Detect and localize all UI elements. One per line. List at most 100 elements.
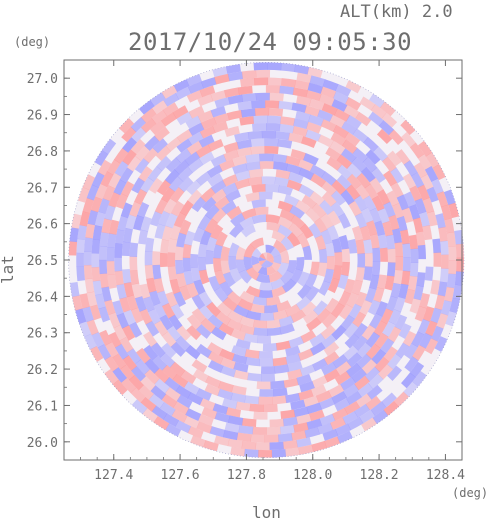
field-cell bbox=[339, 304, 353, 320]
field-cell bbox=[114, 257, 123, 272]
field-cell bbox=[224, 422, 240, 433]
field-cell bbox=[200, 77, 217, 89]
field-cell bbox=[227, 318, 243, 332]
field-cell bbox=[144, 135, 160, 151]
field-cell bbox=[251, 248, 262, 259]
field-cell bbox=[265, 85, 281, 94]
field-cell bbox=[244, 395, 260, 405]
field-cell bbox=[195, 324, 212, 339]
field-cell bbox=[352, 147, 368, 163]
field-cell bbox=[280, 62, 296, 73]
field-cell bbox=[222, 296, 238, 312]
field-cell bbox=[175, 86, 192, 100]
field-cell bbox=[425, 152, 440, 169]
field-cell bbox=[140, 396, 157, 412]
field-cell bbox=[296, 373, 312, 386]
field-cell bbox=[365, 149, 381, 165]
field-cell bbox=[286, 163, 302, 175]
field-cell bbox=[198, 134, 215, 148]
field-cell bbox=[142, 408, 159, 423]
field-cell bbox=[197, 413, 214, 427]
field-cell bbox=[122, 268, 132, 284]
field-cell bbox=[271, 277, 286, 290]
field-cell bbox=[121, 126, 137, 143]
field-cell bbox=[117, 215, 129, 232]
field-cell bbox=[167, 265, 178, 281]
field-cell bbox=[368, 373, 384, 389]
field-cell bbox=[85, 223, 95, 239]
field-cell bbox=[331, 190, 346, 206]
field-cell bbox=[277, 138, 293, 149]
field-cell bbox=[176, 232, 187, 248]
field-cell bbox=[112, 353, 127, 370]
field-cell bbox=[121, 377, 137, 394]
field-cell bbox=[279, 209, 295, 222]
field-cell bbox=[329, 140, 346, 155]
field-cell bbox=[434, 336, 448, 352]
field-cell bbox=[139, 308, 153, 325]
field-cell bbox=[241, 70, 257, 80]
field-cell bbox=[115, 193, 129, 210]
field-cell bbox=[452, 284, 463, 300]
field-cell bbox=[214, 411, 231, 423]
field-cell bbox=[281, 278, 297, 293]
field-cell bbox=[119, 167, 134, 184]
field-cell bbox=[289, 205, 305, 219]
field-cell bbox=[161, 85, 178, 99]
field-cell bbox=[175, 335, 191, 351]
field-cell bbox=[266, 265, 276, 276]
field-cell bbox=[158, 210, 171, 227]
field-cell bbox=[198, 291, 213, 307]
field-cell bbox=[354, 291, 368, 308]
field-cell bbox=[371, 261, 381, 276]
field-cell bbox=[288, 171, 304, 184]
field-cell bbox=[245, 285, 261, 298]
field-cell bbox=[227, 94, 244, 105]
field-cell bbox=[207, 164, 223, 178]
field-cell bbox=[191, 308, 207, 324]
field-cell bbox=[395, 256, 404, 271]
field-cell bbox=[280, 116, 296, 126]
field-cell bbox=[416, 272, 426, 287]
field-cell bbox=[307, 82, 324, 94]
field-cell bbox=[130, 387, 146, 403]
field-cell bbox=[165, 157, 181, 173]
field-cell bbox=[401, 270, 411, 286]
field-cell bbox=[302, 245, 312, 260]
field-cell bbox=[126, 348, 142, 365]
field-cell bbox=[373, 320, 388, 337]
field-cell bbox=[131, 177, 145, 194]
field-cell bbox=[396, 216, 408, 232]
field-cell bbox=[290, 399, 306, 410]
field-cell bbox=[354, 212, 368, 229]
field-cell bbox=[345, 362, 362, 378]
field-cell bbox=[247, 130, 263, 140]
field-cell bbox=[269, 418, 284, 428]
field-cell bbox=[183, 381, 200, 395]
field-cell bbox=[448, 202, 460, 219]
field-cell bbox=[171, 409, 188, 423]
field-cell bbox=[443, 189, 456, 206]
field-cell bbox=[266, 115, 282, 124]
field-cell bbox=[253, 411, 268, 420]
field-cell bbox=[235, 246, 246, 260]
field-cell bbox=[160, 239, 170, 254]
field-cell bbox=[275, 169, 291, 180]
field-cell bbox=[279, 123, 295, 134]
field-cell bbox=[206, 301, 221, 317]
field-cell bbox=[176, 394, 193, 409]
field-cell bbox=[150, 342, 166, 358]
field-cell bbox=[404, 288, 416, 305]
field-cell bbox=[129, 201, 142, 218]
field-cell bbox=[266, 296, 281, 306]
field-cell bbox=[432, 238, 442, 254]
field-cell bbox=[301, 136, 317, 148]
field-cell bbox=[410, 172, 425, 189]
field-cell bbox=[193, 279, 206, 295]
field-cell bbox=[395, 342, 410, 359]
field-cell bbox=[372, 409, 389, 424]
x-tick-label: 128.2 bbox=[360, 468, 399, 483]
field-cell bbox=[196, 421, 213, 434]
field-cell bbox=[250, 237, 264, 250]
field-cell bbox=[331, 179, 347, 195]
